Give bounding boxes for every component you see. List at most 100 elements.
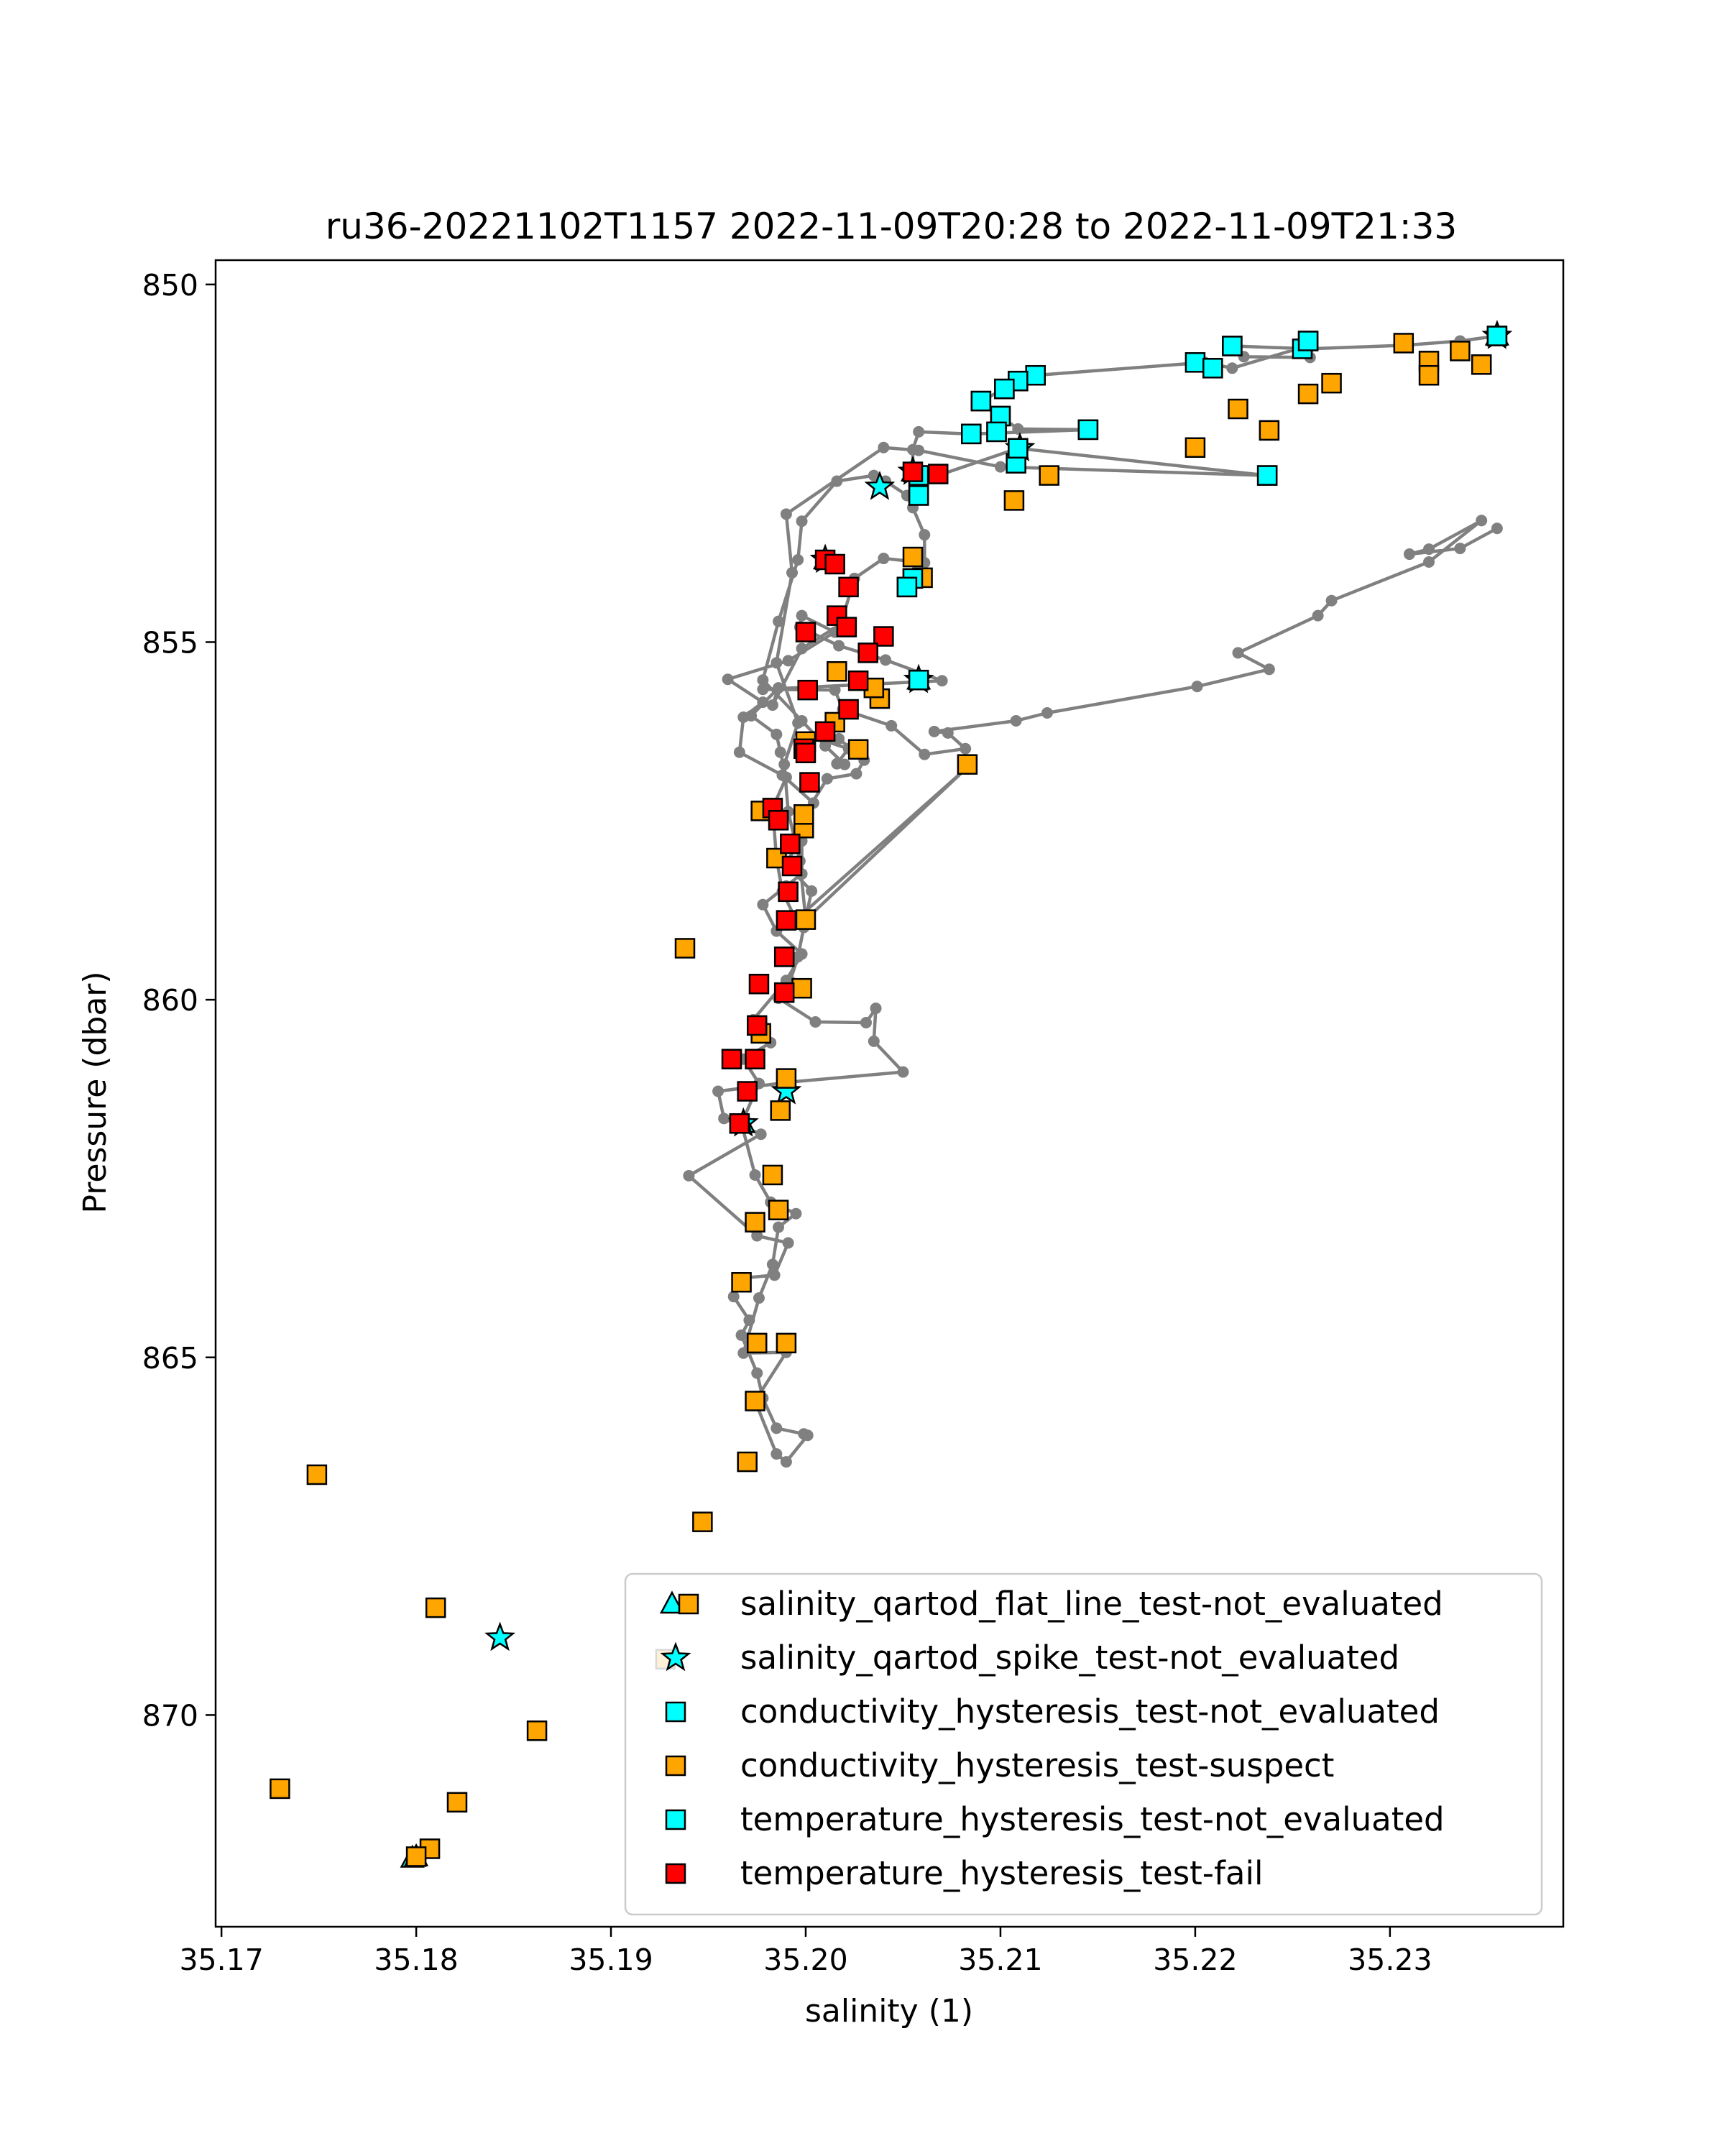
data-point	[781, 855, 803, 877]
data-point	[1259, 420, 1280, 441]
data-point	[776, 1332, 797, 1354]
profile-point	[780, 1456, 792, 1468]
data-point	[1321, 372, 1342, 394]
profile-point	[1454, 543, 1466, 555]
profile-point	[919, 748, 931, 760]
data-point	[780, 833, 801, 854]
data-point	[896, 576, 918, 598]
data-point	[1486, 326, 1508, 346]
profile-point	[755, 1128, 767, 1141]
legend-label: salinity_qartod_flat_line_test-not_evalu…	[740, 1585, 1443, 1623]
data-point	[674, 938, 696, 959]
profile-point	[829, 684, 841, 696]
profile-point	[757, 898, 769, 911]
profile-point	[782, 1237, 794, 1249]
profile-point	[880, 654, 892, 666]
profile-point	[776, 769, 788, 781]
y-axis: 850 855 860 865 870	[142, 268, 216, 1733]
x-tick-label: 35.23	[1348, 1943, 1432, 1977]
profile-point	[757, 696, 769, 709]
series-4	[896, 326, 1508, 691]
profile-point	[735, 1329, 748, 1341]
profile-point	[770, 1448, 783, 1460]
profile-point	[766, 1258, 778, 1271]
profile-point	[683, 1169, 695, 1181]
data-point	[1077, 419, 1099, 441]
profile-point	[819, 740, 832, 752]
data-point	[970, 390, 992, 412]
legend-marker	[665, 1701, 686, 1723]
data-point	[729, 1113, 750, 1134]
profile-point	[831, 475, 843, 487]
data-point	[526, 1720, 548, 1741]
profile-point	[722, 673, 734, 686]
legend-marker	[659, 1590, 685, 1614]
legend-item: conductivity_hysteresis_test-suspect	[665, 1746, 1334, 1784]
data-point	[795, 622, 816, 642]
profile-point	[796, 642, 808, 655]
data-point	[778, 881, 799, 903]
data-point	[791, 977, 812, 999]
data-point	[908, 485, 929, 506]
profile-point	[821, 773, 833, 785]
profile-point	[1232, 647, 1244, 659]
legend-marker	[665, 1863, 686, 1884]
x-tick-label: 35.20	[763, 1943, 847, 1977]
data-point	[1003, 490, 1025, 511]
legend-item: temperature_hysteresis_test-fail	[665, 1854, 1263, 1892]
data-point	[836, 617, 857, 637]
data-point	[799, 772, 820, 793]
profile-point	[757, 674, 769, 686]
data-point	[745, 1212, 765, 1233]
data-point	[873, 626, 894, 647]
profile-point	[743, 1314, 755, 1327]
data-point	[1039, 465, 1059, 486]
profile-point	[1191, 681, 1203, 693]
data-point	[795, 909, 816, 930]
legend-marker	[665, 1809, 686, 1830]
profile-point	[868, 469, 880, 482]
profile-point	[733, 746, 745, 758]
profile-point	[786, 566, 799, 579]
profile-point	[913, 444, 925, 456]
profile-point	[737, 711, 750, 723]
profile-point	[1403, 548, 1415, 561]
profile-point	[780, 508, 792, 520]
x-axis-label: salinity (1)	[805, 1993, 973, 2030]
profile-point	[1423, 556, 1435, 568]
profile-point	[757, 683, 769, 696]
series-2	[896, 326, 1508, 691]
y-tick-label: 855	[142, 625, 198, 660]
profile-point	[897, 1066, 909, 1078]
profile-point	[919, 529, 931, 541]
profile-point	[1010, 714, 1022, 727]
legend-item: salinity_qartod_flat_line_test-not_evalu…	[659, 1585, 1443, 1623]
data-point	[827, 661, 847, 682]
profile-point	[792, 554, 804, 566]
data-point	[1202, 358, 1223, 379]
data-point	[745, 1391, 765, 1411]
x-axis: 35.17 35.18 35.19 35.20 35.21 35.22 35.23	[179, 1927, 1432, 1977]
profile-point	[809, 1015, 822, 1028]
data-point	[814, 721, 836, 742]
x-tick-label: 35.18	[374, 1943, 458, 1977]
legend-label: temperature_hysteresis_test-not_evaluate…	[740, 1800, 1445, 1838]
series-5	[721, 461, 949, 1134]
plot-area	[270, 319, 1513, 1868]
series-3	[270, 333, 1492, 1867]
y-tick-label: 865	[142, 1341, 198, 1376]
data-point	[1256, 465, 1278, 486]
legend-marker	[678, 1593, 699, 1615]
legend-box	[624, 1572, 1543, 1916]
data-point	[857, 642, 878, 663]
data-point	[770, 1100, 791, 1121]
data-point	[776, 1068, 797, 1089]
data-point	[484, 1621, 516, 1651]
profile-point	[913, 425, 925, 438]
data-point	[994, 378, 1015, 400]
x-tick-label: 35.17	[179, 1943, 263, 1977]
profile-point	[770, 1422, 783, 1434]
profile-point	[792, 951, 804, 963]
profile-point	[1423, 543, 1435, 556]
